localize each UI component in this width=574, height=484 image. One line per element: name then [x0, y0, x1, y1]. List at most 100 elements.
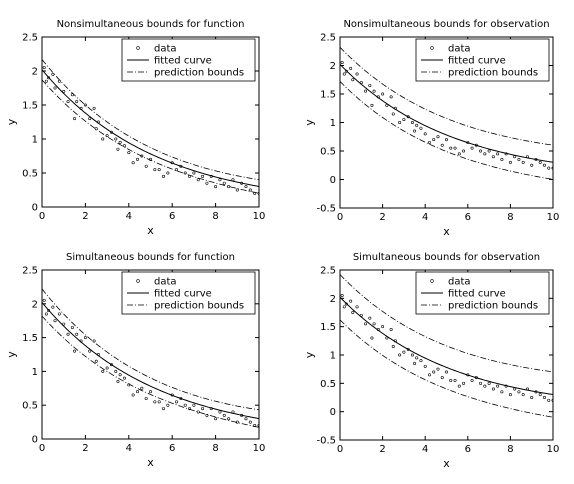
legend-label: prediction bounds — [448, 68, 538, 79]
data-point — [340, 61, 344, 65]
data-point — [75, 332, 79, 336]
data-point — [101, 137, 105, 141]
data-point — [449, 146, 453, 150]
data-point — [444, 138, 448, 142]
data-point — [349, 299, 353, 303]
x-tick-label: 2 — [82, 211, 88, 222]
data-point — [240, 413, 244, 417]
data-point — [135, 157, 139, 161]
data-point — [525, 387, 529, 391]
data-point — [44, 79, 48, 83]
data-point — [162, 174, 166, 178]
data-point — [538, 160, 542, 164]
data-point — [157, 168, 161, 172]
data-point — [436, 367, 440, 371]
data-point — [114, 137, 118, 141]
chart-panel-1: Nonsimultaneous bounds for function 0 2 4 6 8… — [5, 19, 265, 237]
data-point — [114, 369, 118, 373]
data-point — [205, 413, 209, 417]
x-tick-label: 4 — [126, 211, 132, 222]
y-tick-label: 1.5 — [320, 90, 336, 101]
data-point — [105, 134, 109, 138]
x-tick-label: 8 — [212, 443, 218, 454]
data-point — [83, 103, 87, 107]
data-point — [240, 181, 244, 185]
data-point — [118, 140, 122, 144]
data-point — [525, 155, 529, 159]
y-tick-label: 2.5 — [22, 33, 38, 44]
data-point — [170, 393, 174, 397]
data-point — [376, 327, 380, 331]
data-point — [248, 188, 252, 192]
fitted-curve-line — [42, 302, 259, 420]
legend-marker-data — [136, 46, 140, 50]
upper-bound-line — [340, 46, 553, 146]
data-point — [355, 305, 359, 309]
y-tick-label: 2 — [330, 294, 336, 305]
data-point — [517, 390, 521, 394]
data-point — [487, 381, 491, 385]
data-point — [491, 387, 495, 391]
lower-bound-line — [42, 79, 259, 194]
data-point — [466, 140, 470, 144]
data-point — [227, 185, 231, 189]
fitted-curve-line — [42, 69, 259, 187]
data-point — [244, 417, 248, 421]
data-point — [157, 400, 161, 404]
data-point — [166, 171, 170, 175]
data-point — [66, 332, 70, 336]
x-tick-label: 0 — [337, 444, 343, 455]
data-point — [500, 390, 504, 394]
x-tick-label: 6 — [169, 211, 175, 222]
x-tick-label: 8 — [212, 211, 218, 222]
data-point — [449, 378, 453, 382]
data-point — [118, 373, 122, 377]
data-point — [122, 376, 126, 380]
data-point — [248, 420, 252, 424]
data-point — [436, 135, 440, 139]
data-point — [214, 185, 218, 189]
data-point — [127, 383, 131, 387]
data-point — [94, 127, 98, 131]
data-point — [479, 149, 483, 153]
data-point — [410, 121, 414, 125]
data-point — [364, 322, 368, 326]
data-point — [235, 188, 239, 192]
upper-bound-line — [340, 274, 553, 373]
legend-label: fitted curve — [154, 289, 212, 300]
data-point — [402, 350, 406, 354]
data-point — [504, 384, 508, 388]
data-point — [51, 305, 55, 309]
plot-area — [340, 46, 553, 180]
data-point — [75, 100, 79, 104]
data-point — [381, 92, 385, 96]
y-tick-label: 1 — [32, 367, 38, 378]
y-tick-label: 1 — [330, 351, 336, 362]
y-tick-label: 2 — [32, 299, 38, 310]
data-point — [530, 395, 534, 399]
data-point — [393, 339, 397, 343]
data-point — [508, 393, 512, 397]
data-point — [109, 363, 113, 367]
data-point — [209, 174, 213, 178]
y-tick-label: -0.5 — [316, 204, 336, 215]
data-point — [179, 396, 183, 400]
y-tick-label: 0.5 — [320, 379, 336, 390]
data-point — [135, 390, 139, 394]
legend-label: fitted curve — [154, 56, 212, 67]
data-point — [413, 361, 417, 365]
data-point — [79, 339, 83, 343]
data-point — [96, 120, 100, 124]
legend-label: data — [154, 44, 177, 55]
data-point — [474, 143, 478, 147]
x-tick-label: 2 — [379, 444, 385, 455]
data-point — [196, 178, 200, 182]
legend-marker-data — [430, 46, 434, 50]
data-point — [340, 293, 344, 297]
x-tick-label: 0 — [39, 211, 45, 222]
data-point — [196, 410, 200, 414]
data-point — [415, 123, 419, 127]
data-point — [227, 417, 231, 421]
